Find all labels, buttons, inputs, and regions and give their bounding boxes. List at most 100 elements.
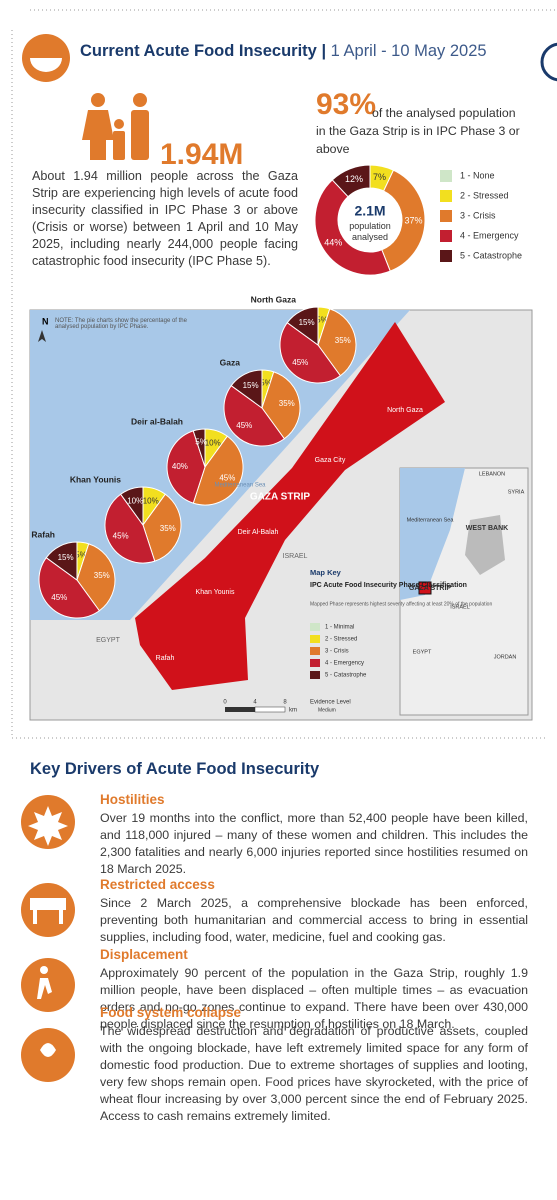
- icon-bowl: [30, 58, 62, 72]
- segment-label: 15%: [243, 381, 259, 390]
- key-subtitle: IPC Acute Food Insecurity Phase Classifi…: [310, 582, 467, 589]
- inset-label: Mediterranean Sea: [407, 517, 455, 523]
- segment: [142, 493, 182, 562]
- place-label: ISRAEL: [283, 553, 308, 560]
- segment: [45, 541, 78, 581]
- key-swatch: [310, 647, 320, 655]
- segment-label: 10%: [143, 496, 159, 505]
- driver-text: Approximately 90 percent of the populati…: [100, 966, 528, 1031]
- place-label: Gaza City: [315, 457, 346, 464]
- key-label: 2 - Stressed: [325, 637, 357, 643]
- segment: [166, 430, 206, 504]
- headline-figure: 1.94M: [160, 138, 244, 171]
- key-swatch: [310, 671, 320, 679]
- donut-percent: 93%: [316, 88, 377, 121]
- inset-label: EGYPT: [413, 649, 432, 655]
- key-label: 4 - Emergency: [325, 661, 364, 667]
- segment: [314, 179, 391, 276]
- map: N: [29, 309, 533, 721]
- driver-title: Displacement: [100, 947, 188, 962]
- key-swatch: [310, 659, 320, 667]
- driver-text: Since 2 March 2025, a comprehensive bloc…: [100, 896, 528, 944]
- inset-label: GAZA STRIP: [409, 585, 451, 592]
- driver-title: Hostilities: [100, 792, 165, 807]
- header-period: 1 April - 10 May 2025: [330, 42, 487, 60]
- map-note: NOTE: The pie charts show the percentage…: [55, 318, 187, 330]
- icon-family: [82, 93, 149, 160]
- legend-swatch: [440, 230, 452, 242]
- segment-label: 10%: [205, 438, 221, 447]
- key-swatch: [310, 635, 320, 643]
- place-label: EGYPT: [96, 637, 120, 644]
- inset-label: SYRIA: [508, 489, 525, 495]
- segment: [317, 308, 357, 377]
- segment-label: 45%: [292, 358, 308, 367]
- legend-swatch: [440, 190, 452, 202]
- drivers-title: Key Drivers of Acute Food Insecurity: [30, 760, 320, 778]
- segment-label: 12%: [345, 174, 363, 184]
- segment: [192, 428, 206, 468]
- driver-title: Restricted access: [100, 877, 215, 892]
- region-name: Deir al-Balah: [131, 416, 183, 426]
- segment: [230, 369, 263, 409]
- evidence-title: Evidence Level: [310, 700, 351, 706]
- key-label: 1 - Minimal: [325, 625, 354, 631]
- segment-label: 5%: [316, 315, 328, 324]
- segment-label: 44%: [324, 238, 342, 248]
- segment: [76, 543, 116, 612]
- segment-label: 37%: [404, 216, 422, 226]
- driver-text: Over 19 months into the conflict, more t…: [100, 811, 528, 876]
- place-label: GAZA STRIP: [250, 492, 311, 503]
- segment-label: 35%: [160, 524, 176, 533]
- segment-label: 15%: [299, 318, 315, 327]
- segment: [119, 486, 144, 527]
- driver-icons: [21, 795, 75, 1082]
- region-name: Khan Younis: [70, 474, 121, 484]
- header-title: Current Acute Food Insecurity: [80, 42, 317, 60]
- segment-label: 35%: [335, 336, 351, 345]
- segment-label: 15%: [58, 553, 74, 562]
- legend-label: 4 - Emergency: [460, 230, 519, 240]
- segment-label: 45%: [219, 473, 235, 482]
- segment: [192, 435, 244, 506]
- legend-label: 2 - Stressed: [460, 190, 509, 200]
- segment: [38, 556, 101, 619]
- key-note: Mapped Phase represents highest severity…: [310, 601, 492, 607]
- inset-label: WEST BANK: [466, 525, 508, 532]
- segment-label: 35%: [279, 399, 295, 408]
- segment-label: 45%: [113, 531, 129, 540]
- place-label: North Gaza: [387, 407, 423, 414]
- segment-label: 10%: [127, 496, 143, 505]
- inset-label: JORDAN: [494, 654, 517, 660]
- place-label: Rafah: [156, 655, 175, 662]
- place-label: Khan Younis: [196, 589, 235, 596]
- legend-swatch: [440, 170, 452, 182]
- region-pies: 5% 35% 45% 15% North Gaza 5% 35% 45% 15% Gaza 10% 4…: [31, 294, 524, 662]
- segment: [381, 169, 426, 272]
- segment: [279, 321, 342, 384]
- region-name: North Gaza: [251, 294, 297, 304]
- segment-label: 35%: [94, 571, 110, 580]
- key-swatch: [310, 623, 320, 631]
- segment-label: 5%: [260, 378, 272, 387]
- legend-label: 1 - None: [460, 170, 495, 180]
- evidence-level: Medium: [318, 707, 336, 713]
- segment-label: 40%: [172, 462, 188, 471]
- header: Current Acute Food Insecurity | 1 April …: [80, 42, 487, 61]
- scale-label: 0: [223, 700, 227, 706]
- segment-label: 45%: [51, 593, 67, 602]
- place-label: Mediterranean Sea: [214, 483, 266, 489]
- legend-label: 5 - Catastrophe: [460, 250, 522, 260]
- segment-label: 45%: [236, 421, 252, 430]
- north-arrow: N: [42, 316, 49, 326]
- segment: [223, 384, 286, 447]
- legend-label: 3 - Crisis: [460, 210, 496, 220]
- donut-chart: 7% 37% 44% 12% 2.1M population analysed 1 - Non…: [314, 164, 522, 276]
- segment: [286, 306, 319, 346]
- inset-label: ISRAEL: [450, 604, 470, 610]
- segment-label: 5%: [75, 550, 87, 559]
- driver-title: Food system collapse: [100, 1005, 242, 1020]
- donut-center-text: population analysed: [349, 221, 391, 242]
